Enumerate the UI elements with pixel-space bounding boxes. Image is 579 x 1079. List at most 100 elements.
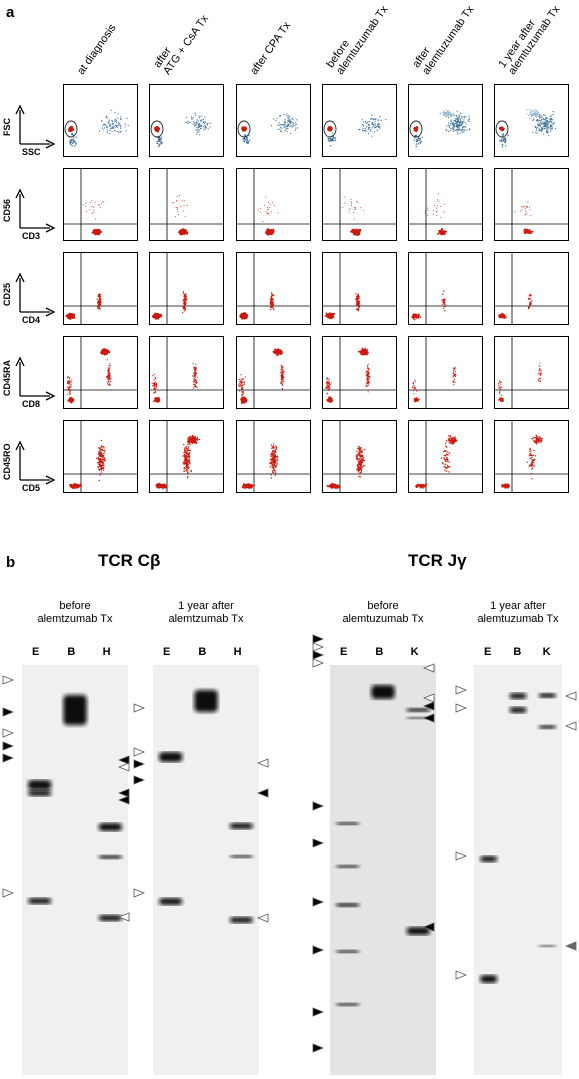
axis-arrows-icon xyxy=(15,272,56,317)
lane-label: B xyxy=(513,646,522,658)
band-arrowhead-icon xyxy=(2,888,14,898)
flow-plot xyxy=(236,420,311,493)
flow-plot xyxy=(408,252,483,325)
band-arrowhead-icon xyxy=(257,913,269,923)
band-arrowhead-icon xyxy=(2,675,14,685)
blot-image xyxy=(22,665,128,1075)
band-arrowhead-icon xyxy=(118,755,130,765)
blot-image xyxy=(330,665,436,1075)
flow-plot xyxy=(494,84,569,157)
flow-plot xyxy=(408,84,483,157)
band-arrowhead-icon xyxy=(118,795,130,805)
band-arrowhead-icon xyxy=(133,747,145,757)
blot-image xyxy=(153,665,259,1075)
band-arrowhead-icon xyxy=(423,693,435,703)
blot-subtitle: before alemtuzumab Tx xyxy=(342,600,424,625)
blot-subtitle: 1 year after alemtuzumab Tx xyxy=(477,600,559,625)
x-axis-label: CD5 xyxy=(22,483,41,493)
flow-plot xyxy=(236,252,311,325)
band-arrowhead-icon xyxy=(312,650,324,660)
column-header: 1 year after alemtuzumab Tx xyxy=(496,3,563,78)
band-arrowhead-icon xyxy=(312,945,324,955)
flow-plot xyxy=(236,84,311,157)
lane-label: B xyxy=(198,646,207,658)
flow-plot xyxy=(63,336,138,409)
band-arrowhead-icon xyxy=(455,685,467,695)
band-arrowhead-icon xyxy=(312,1007,324,1017)
panel-b-label: b xyxy=(6,554,16,571)
lane-label: E xyxy=(163,646,171,658)
flow-plot xyxy=(494,420,569,493)
band-arrowhead-icon xyxy=(118,912,130,922)
lane-label: K xyxy=(410,646,419,658)
band-arrowhead-icon xyxy=(312,634,324,644)
band-arrowhead-icon xyxy=(455,703,467,713)
flow-plot xyxy=(149,420,224,493)
flow-plot xyxy=(408,168,483,241)
lane-label: E xyxy=(32,646,40,658)
band-arrowhead-icon xyxy=(118,762,130,772)
flow-plot xyxy=(63,84,138,157)
band-arrowhead-icon xyxy=(2,707,14,717)
x-axis-label: SSC xyxy=(22,147,41,157)
tcr-cb-title: TCR Cβ xyxy=(98,551,161,570)
band-arrowhead-icon xyxy=(133,703,145,713)
flow-plot xyxy=(408,420,483,493)
axis-arrows-icon xyxy=(15,356,56,401)
flow-cytometry-grid xyxy=(63,84,569,493)
lane-label: E xyxy=(340,646,348,658)
blot-image xyxy=(474,665,562,1075)
flow-plot xyxy=(322,252,397,325)
blot-subtitle: 1 year after alemtzumab Tx xyxy=(168,600,244,625)
flow-plot xyxy=(236,168,311,241)
band-arrowhead-icon xyxy=(423,663,435,673)
column-header: after CPA Tx xyxy=(248,19,294,77)
band-arrowhead-icon xyxy=(312,642,324,652)
lane-label: K xyxy=(542,646,551,658)
band-arrowhead-icon xyxy=(455,970,467,980)
band-arrowhead-icon xyxy=(133,888,145,898)
band-arrowhead-icon xyxy=(133,759,145,769)
band-arrowhead-icon xyxy=(423,922,435,932)
axis-arrows-icon xyxy=(15,440,56,485)
lane-label: E xyxy=(484,646,492,658)
lane-label: B xyxy=(67,646,76,658)
band-arrowhead-icon xyxy=(423,713,435,723)
band-arrowhead-icon xyxy=(312,658,324,668)
flow-plot xyxy=(236,336,311,409)
flow-plot xyxy=(63,252,138,325)
panel-a-label: a xyxy=(6,4,15,21)
band-arrowhead-icon xyxy=(455,851,467,861)
flow-plot xyxy=(322,84,397,157)
column-header: after alemtuzumab Tx xyxy=(410,3,477,78)
column-header: after ATG + CsA Tx xyxy=(151,13,211,77)
band-arrowhead-icon xyxy=(2,741,14,751)
y-axis-label: CD56 xyxy=(2,199,12,223)
flow-plot xyxy=(149,252,224,325)
band-arrowhead-icon xyxy=(312,838,324,848)
y-axis-label: FSC xyxy=(2,117,12,136)
band-arrowhead-icon xyxy=(565,941,577,951)
flow-plot xyxy=(322,168,397,241)
band-arrowhead-icon xyxy=(423,701,435,711)
flow-plot xyxy=(63,168,138,241)
band-arrowhead-icon xyxy=(565,691,577,701)
band-arrowhead-icon xyxy=(118,788,130,798)
band-arrowhead-icon xyxy=(257,758,269,768)
y-axis-label: CD25 xyxy=(2,283,12,307)
flow-plot xyxy=(149,168,224,241)
flow-plot xyxy=(494,168,569,241)
lane-label: B xyxy=(375,646,384,658)
column-header: before alemtuzumab Tx xyxy=(324,3,391,78)
band-arrowhead-icon xyxy=(133,775,145,785)
lane-label: H xyxy=(102,646,111,658)
y-axis-label: CD45RA xyxy=(2,359,12,396)
flow-plot xyxy=(494,336,569,409)
band-arrowhead-icon xyxy=(2,728,14,738)
tcr-jg-title: TCR Jγ xyxy=(408,551,467,570)
x-axis-label: CD4 xyxy=(22,315,41,325)
x-axis-label: CD8 xyxy=(22,399,41,409)
flow-plot xyxy=(322,420,397,493)
band-arrowhead-icon xyxy=(2,753,14,763)
band-arrowhead-icon xyxy=(312,897,324,907)
